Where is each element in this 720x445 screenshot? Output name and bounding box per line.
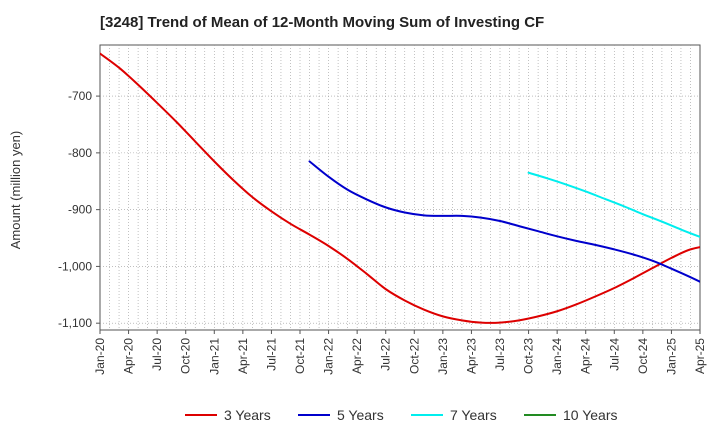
legend-label-7-years: 7 Years: [450, 407, 497, 423]
x-tick-label: Jan-22: [322, 338, 336, 375]
y-tick-label: -900: [68, 203, 92, 217]
plot-area: [100, 45, 700, 330]
x-tick-label: Apr-22: [350, 338, 364, 374]
legend-label-10-years: 10 Years: [563, 407, 618, 423]
legend-label-5-years: 5 Years: [337, 407, 384, 423]
x-tick-label: Oct-20: [179, 338, 193, 374]
y-tick-label: -800: [68, 146, 92, 160]
x-tick-label: Jan-20: [93, 338, 107, 375]
x-tick-label: Oct-22: [407, 338, 421, 374]
line-chart: -700 -800 -900 -1,000 -1,100 Jan-20 Apr-20 Jul…: [0, 0, 720, 440]
x-tick-label: Oct-24: [636, 338, 650, 374]
legend: 3 Years 5 Years 7 Years 10 Years: [185, 407, 618, 423]
x-tick-label: Oct-21: [293, 338, 307, 374]
x-tick-label: Jul-22: [379, 338, 393, 371]
legend-label-3-years: 3 Years: [224, 407, 271, 423]
x-axis: Jan-20 Apr-20 Jul-20 Oct-20 Jan-21 Apr-21 Jul-…: [93, 330, 707, 375]
y-axis: -700 -800 -900 -1,000 -1,100: [58, 89, 100, 330]
x-tick-label: Apr-20: [122, 338, 136, 374]
y-tick-label: -1,100: [58, 316, 92, 330]
chart-title: [3248] Trend of Mean of 12-Month Moving …: [100, 14, 544, 31]
x-tick-label: Jan-21: [207, 338, 221, 375]
x-tick-label: Jul-20: [150, 338, 164, 371]
x-tick-label: Jul-23: [493, 338, 507, 371]
x-tick-label: Jul-24: [607, 338, 621, 371]
x-tick-label: Jul-21: [264, 338, 278, 371]
x-tick-label: Apr-24: [579, 338, 593, 374]
y-tick-label: -1,000: [58, 259, 92, 273]
x-tick-label: Oct-23: [522, 338, 536, 374]
y-axis-label: Amount (million yen): [8, 131, 23, 250]
x-tick-label: Apr-23: [464, 338, 478, 374]
y-tick-label: -700: [68, 89, 92, 103]
x-tick-label: Jan-25: [664, 338, 678, 375]
chart-container: [3248] Trend of Mean of 12-Month Moving …: [0, 0, 720, 440]
x-tick-label: Apr-21: [236, 338, 250, 374]
x-tick-label: Jan-23: [436, 338, 450, 375]
x-tick-label: Jan-24: [550, 338, 564, 375]
x-tick-label: Apr-25: [693, 338, 707, 374]
